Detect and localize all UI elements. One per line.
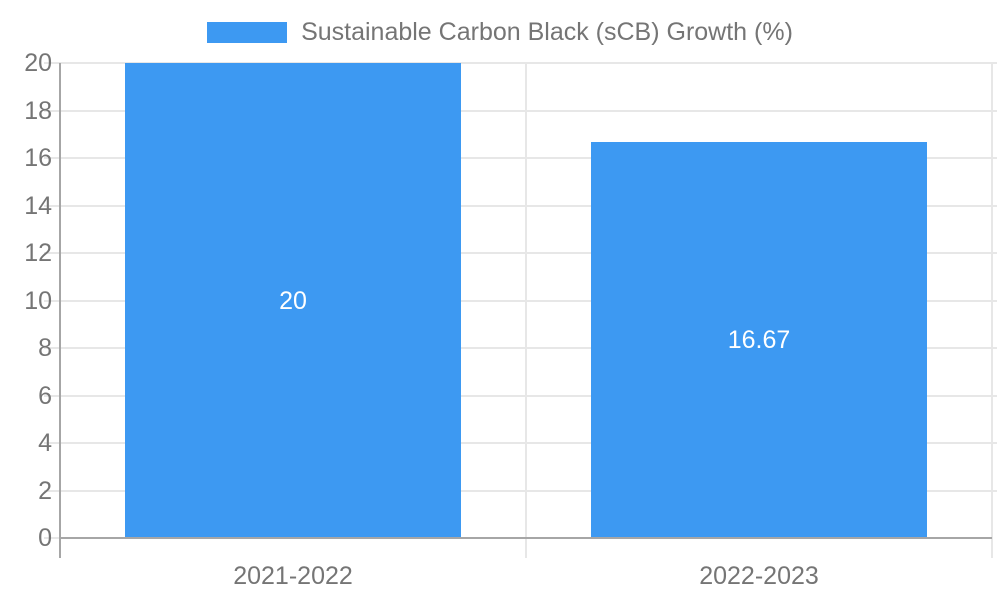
gridline [44, 299, 997, 302]
y-tick-label: 0 [38, 524, 52, 552]
y-tick-label: 18 [24, 96, 52, 125]
gridline [44, 489, 997, 492]
x-axis-line [60, 537, 992, 539]
gridline [44, 204, 997, 207]
x-tick-label: 2021-2022 [233, 562, 353, 590]
y-tick-label: 8 [38, 334, 52, 362]
x-tick-label: 2022-2023 [699, 562, 819, 590]
y-tick-label: 6 [38, 381, 52, 410]
category-boundary-line [525, 63, 527, 558]
y-axis-line [59, 63, 61, 558]
gridline [44, 252, 997, 254]
gridline [44, 347, 997, 349]
bar-value-label: 20 [279, 286, 307, 315]
y-tick-label: 12 [24, 239, 52, 267]
y-tick-label: 4 [38, 429, 52, 457]
legend-label: Sustainable Carbon Black (sCB) Growth (%… [301, 17, 793, 46]
bar-2021-2022: 20 [125, 63, 461, 538]
gridline [44, 442, 997, 444]
y-tick-label: 16 [24, 144, 52, 172]
gridline [44, 62, 997, 64]
legend: Sustainable Carbon Black (sCB) Growth (%… [0, 14, 1000, 50]
y-tick-label: 10 [24, 286, 52, 315]
y-tick-label: 20 [24, 49, 52, 77]
bar-value-label: 16.67 [727, 326, 791, 355]
gridline [44, 109, 997, 112]
legend-swatch [207, 21, 288, 43]
y-tick-label: 2 [38, 476, 52, 505]
y-tick-label: 14 [24, 191, 52, 220]
gridline [44, 394, 997, 397]
y-tick-mark [44, 537, 60, 539]
plot-right-border [991, 63, 993, 558]
bar-2022-2023: 16.67 [591, 142, 927, 538]
gridline [44, 157, 997, 159]
